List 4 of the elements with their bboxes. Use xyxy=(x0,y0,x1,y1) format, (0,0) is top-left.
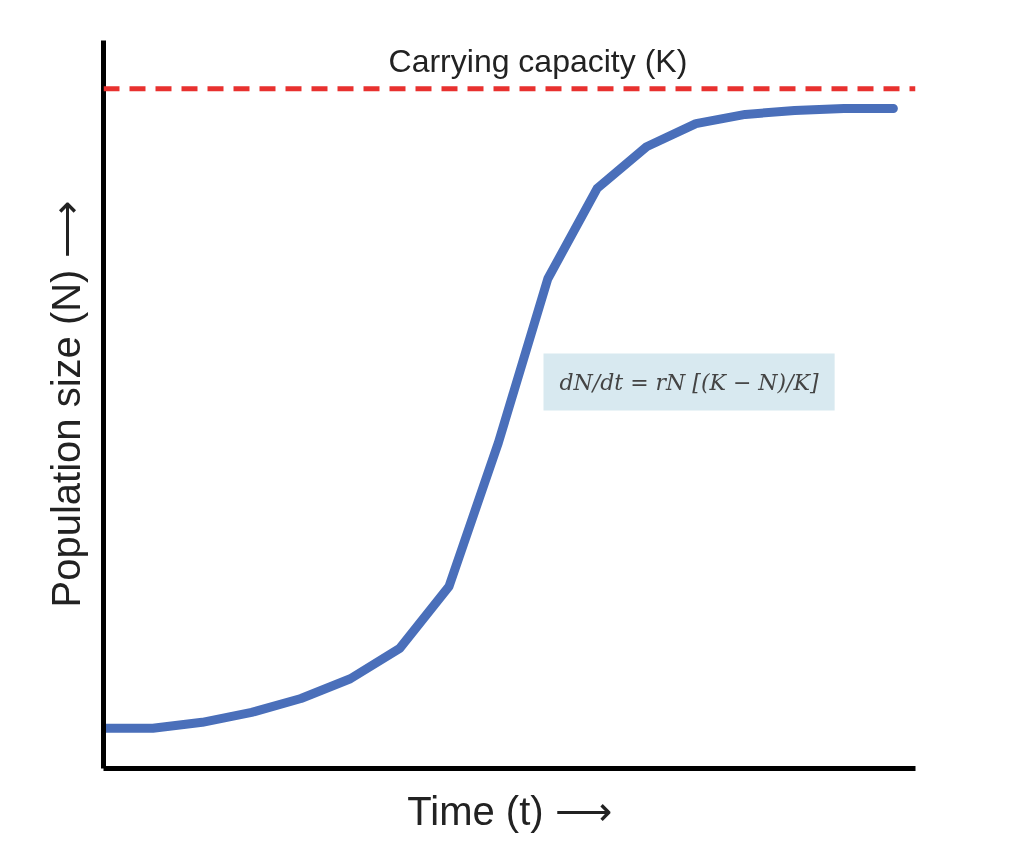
annotation: dN/dt = rN [(K − N)/K] xyxy=(559,369,820,395)
x-axis-title: Time (t) ⟶ xyxy=(407,788,612,833)
y-axis-title: Population size (N) ⟶ xyxy=(43,201,88,608)
ref-line-label: Carrying capacity (K) xyxy=(388,42,688,79)
